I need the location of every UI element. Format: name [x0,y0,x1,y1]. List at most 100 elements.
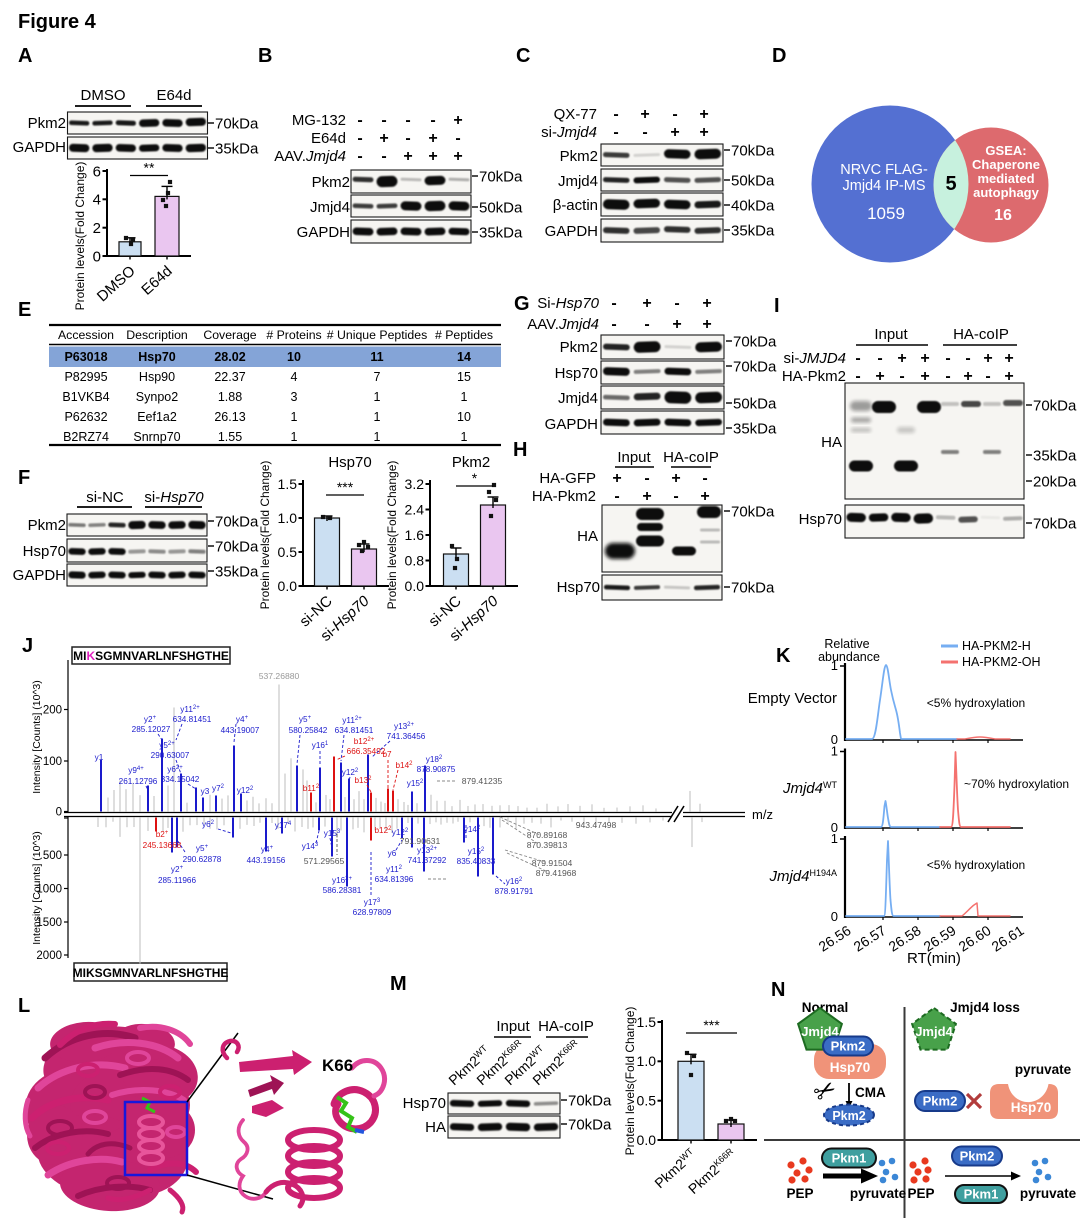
svg-text:2.4: 2.4 [405,501,425,517]
svg-text:Pkm2: Pkm2 [560,339,598,356]
svg-text:P62632: P62632 [64,410,107,424]
svg-text:+: + [700,488,709,505]
svg-text:HA-coIP: HA-coIP [538,1018,594,1035]
svg-text:70kDa: 70kDa [1033,515,1077,532]
svg-text:870.89168: 870.89168 [527,830,568,840]
svg-text:+: + [897,350,906,367]
svg-text:-: - [644,470,649,487]
svg-text:+: + [379,130,388,147]
svg-text:+: + [702,295,711,312]
svg-text:NRVC FLAG-: NRVC FLAG- [840,162,928,178]
svg-text:16: 16 [994,207,1012,224]
svg-text:15: 15 [457,370,471,384]
svg-text:7: 7 [374,370,381,384]
svg-text:C: C [516,45,530,67]
svg-text:0: 0 [831,820,838,835]
svg-text:GAPDH: GAPDH [13,139,66,156]
svg-text:N: N [771,979,785,1001]
svg-text:+: + [453,112,462,129]
svg-text:Protein levels(Fold Change): Protein levels(Fold Change) [73,162,87,311]
svg-text:Input: Input [617,449,651,466]
svg-text:-: - [965,350,970,367]
svg-text:HA-coIP: HA-coIP [663,449,719,466]
svg-text:y162+: y162+ [332,876,353,885]
svg-text:1: 1 [461,430,468,444]
svg-text:50kDa: 50kDa [731,172,775,189]
svg-text:abundance: abundance [818,650,880,664]
svg-text:QX-77: QX-77 [554,106,597,123]
svg-text:1500: 1500 [36,917,62,929]
svg-text:10: 10 [287,350,301,364]
svg-text:537.26880: 537.26880 [259,671,300,681]
svg-text:+: + [702,316,711,333]
svg-text:Pkm1: Pkm1 [832,1151,867,1166]
svg-text:Pkm2: Pkm2 [960,1149,995,1164]
svg-text:+: + [403,148,412,165]
svg-text:RT(min): RT(min) [907,950,961,967]
svg-text:Pkm2: Pkm2 [832,1109,865,1123]
svg-text:-: - [357,130,362,147]
svg-text:-: - [674,295,679,312]
svg-text:+: + [642,488,651,505]
svg-text:3.2: 3.2 [405,476,425,492]
svg-text:si-Hsp70: si-Hsp70 [144,489,204,506]
svg-text:0.5: 0.5 [278,544,298,560]
svg-text:1.55: 1.55 [218,430,242,444]
svg-text:878.91791: 878.91791 [495,887,534,896]
svg-text:+: + [670,124,679,141]
svg-text:870.39813: 870.39813 [527,840,568,850]
svg-text:PEP: PEP [907,1186,934,1201]
svg-text:666.35492: 666.35492 [347,747,386,756]
svg-text:y62: y62 [202,820,215,829]
svg-text:Jmjd4: Jmjd4 [558,390,598,407]
svg-text:m/z: m/z [752,807,773,822]
svg-text:2000: 2000 [36,950,62,962]
svg-text:28.02: 28.02 [214,350,245,364]
svg-text:+: + [640,106,649,123]
svg-text:334.15042: 334.15042 [161,775,200,784]
svg-text:b122: b122 [374,826,392,835]
svg-text:443.19007: 443.19007 [221,726,260,735]
svg-text:634.81451: 634.81451 [335,726,374,735]
svg-text:y122: y122 [237,786,254,795]
svg-text:GAPDH: GAPDH [13,567,66,584]
svg-text:b122+: b122+ [354,737,375,746]
svg-text:HA: HA [425,1119,446,1136]
svg-text:Pkm2: Pkm2 [28,115,66,132]
svg-text:PEP: PEP [786,1186,813,1201]
svg-text:y142: y142 [464,825,481,834]
svg-text:1: 1 [831,744,838,759]
svg-text:40kDa: 40kDa [731,197,775,214]
svg-text:y122: y122 [392,828,409,837]
svg-text:E64d: E64d [156,87,191,104]
svg-text:35kDa: 35kDa [215,140,259,157]
svg-text:Si-Hsp70: Si-Hsp70 [537,295,599,312]
svg-text:Jmjd4: Jmjd4 [801,1024,839,1039]
svg-text:1.0: 1.0 [278,510,298,526]
svg-text:GSEA:: GSEA: [985,143,1026,158]
svg-text:B2RZ74: B2RZ74 [63,430,109,444]
svg-text:β-actin: β-actin [553,197,598,214]
svg-text:1: 1 [291,430,298,444]
svg-text:-: - [430,112,435,129]
svg-text:y4+: y4+ [236,715,249,724]
svg-text:70kDa: 70kDa [568,1116,612,1133]
svg-text:mediated: mediated [977,171,1034,186]
svg-text:B1VKB4: B1VKB4 [62,390,109,404]
svg-text:b132: b132 [354,776,372,785]
svg-text:70kDa: 70kDa [568,1092,612,1109]
svg-text:-: - [381,148,386,165]
svg-text:+: + [671,470,680,487]
svg-text:1.5: 1.5 [637,1014,657,1030]
svg-text:634.81451: 634.81451 [173,715,212,724]
svg-text:741.37292: 741.37292 [408,856,447,865]
svg-text:+: + [920,350,929,367]
svg-text:6: 6 [93,163,101,180]
svg-text:1.6: 1.6 [405,527,425,543]
svg-text:y143: y143 [302,842,319,851]
svg-text:pyruvate: pyruvate [1020,1186,1077,1201]
svg-text:b2+: b2+ [156,830,169,839]
svg-text:4: 4 [93,192,101,209]
svg-text:y132+: y132+ [417,846,438,855]
svg-text:290.63007: 290.63007 [151,751,190,760]
